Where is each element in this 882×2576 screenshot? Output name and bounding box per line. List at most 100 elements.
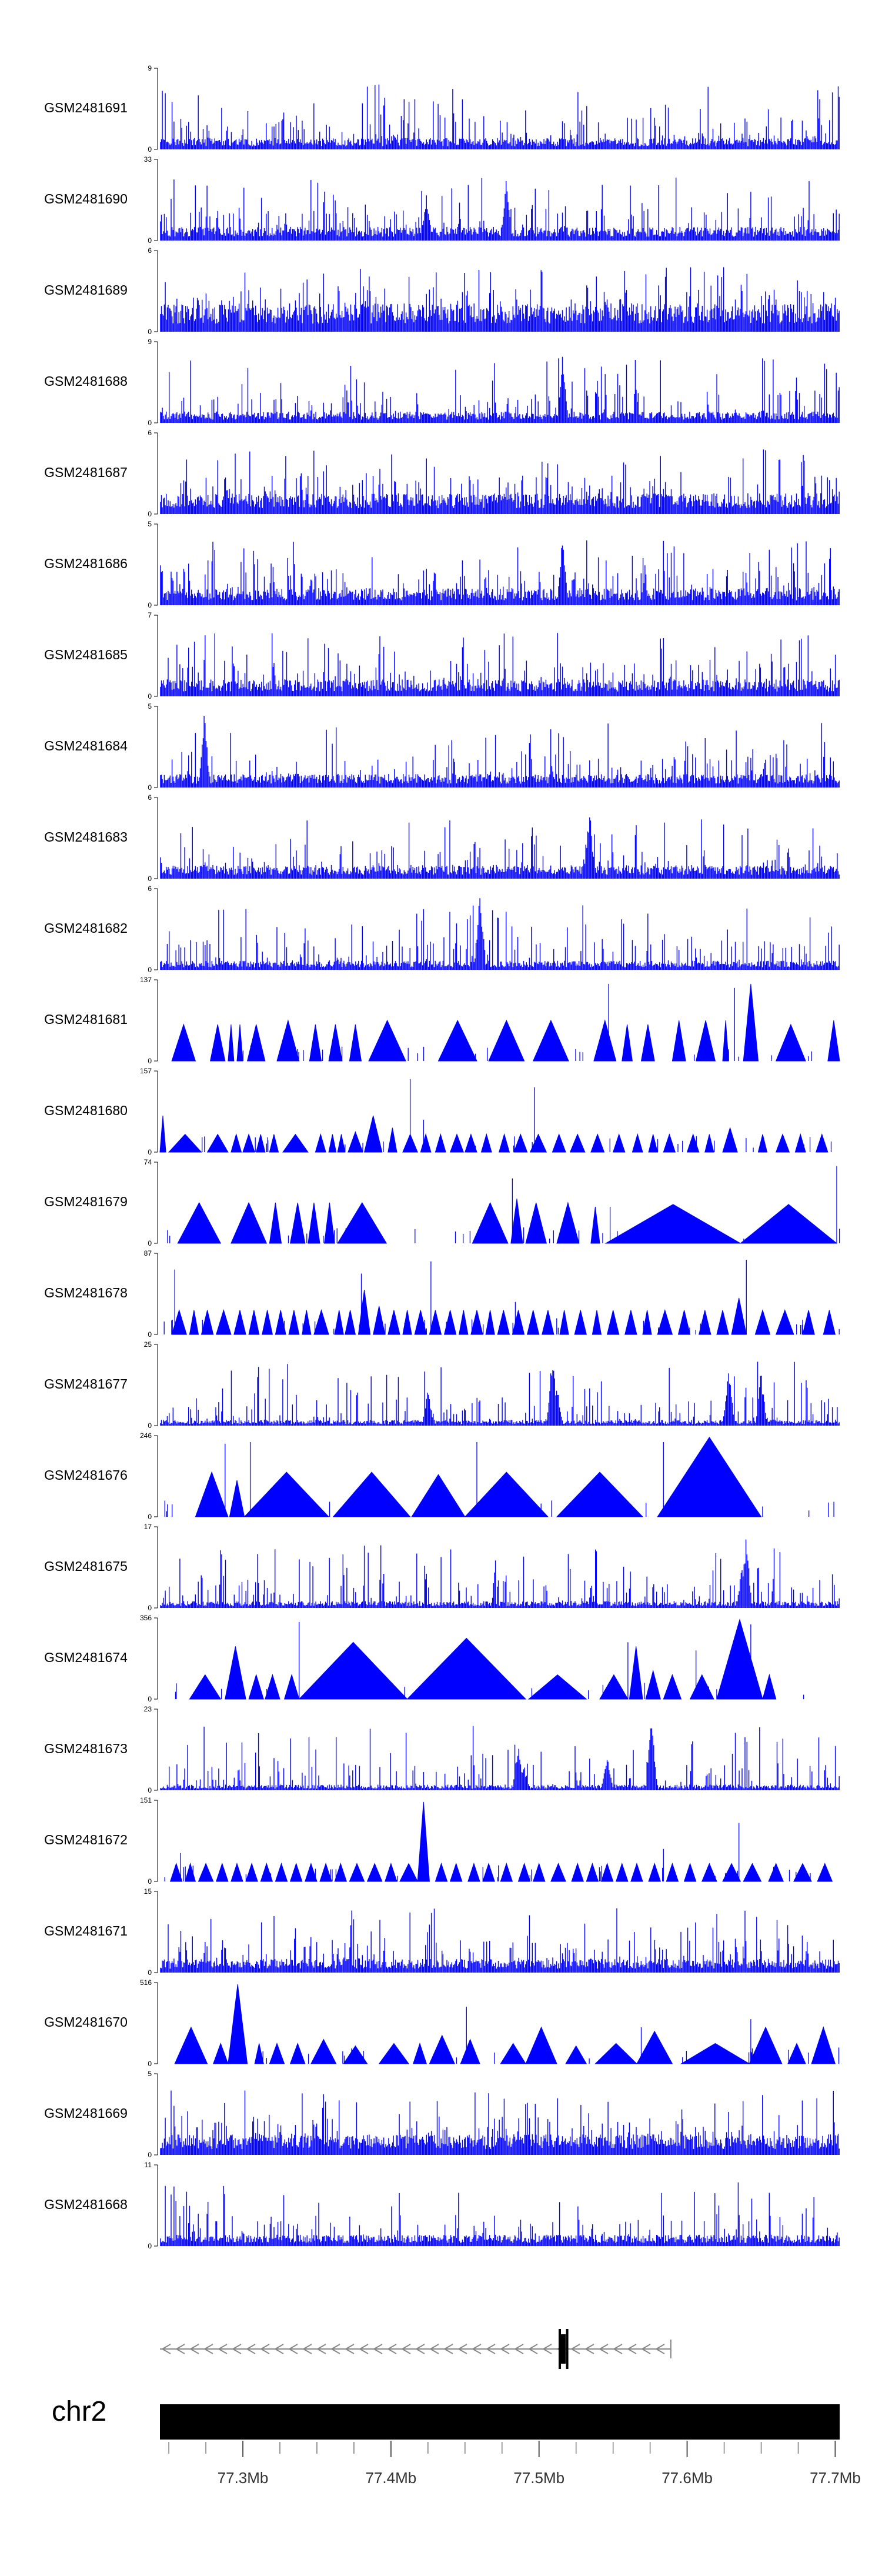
y-max-label: 9 — [148, 64, 152, 72]
coverage-peaks — [189, 1618, 777, 1700]
y-min-label: 0 — [148, 1513, 152, 1521]
coverage-spikes — [167, 1166, 840, 1243]
track-label: GSM2481673 — [44, 1741, 128, 1756]
track-label: GSM2481680 — [44, 1103, 128, 1118]
y-max-label: 9 — [148, 338, 152, 346]
coverage-spikes — [163, 1260, 840, 1334]
track-GSM2481687: GSM2481687 6 0 — [44, 429, 840, 518]
coverage-bars — [160, 898, 840, 970]
track-label: GSM2481689 — [44, 282, 128, 298]
coverage-bars — [160, 449, 840, 514]
y-max-label: 137 — [140, 976, 152, 984]
track-label: GSM2481687 — [44, 465, 128, 480]
track-label: GSM2481668 — [44, 2197, 128, 2212]
coverage-peaks — [177, 1199, 838, 1244]
gene-exon — [559, 2329, 561, 2369]
x-axis-tick-label: 77.6Mb — [662, 2469, 713, 2487]
track-label: GSM2481685 — [44, 647, 128, 662]
gene-exon — [566, 2329, 569, 2369]
track-label: GSM2481683 — [44, 829, 128, 845]
coverage-bars — [160, 178, 840, 241]
coverage-bars — [160, 1362, 840, 1426]
y-max-label: 151 — [140, 1796, 152, 1804]
coverage-spikes — [175, 1621, 804, 1699]
x-axis-tick-label: 77.3Mb — [218, 2469, 269, 2487]
coverage-bars — [160, 1908, 840, 1973]
coverage-bars — [160, 817, 840, 879]
track-label: GSM2481674 — [44, 1650, 128, 1665]
y-max-label: 25 — [144, 1340, 152, 1349]
y-max-label: 17 — [144, 1523, 152, 1531]
coverage-bars — [160, 716, 840, 788]
y-min-label: 0 — [148, 2242, 152, 2250]
coverage-spikes — [175, 983, 812, 1061]
coverage-peaks — [159, 1115, 828, 1153]
y-max-label: 5 — [148, 702, 152, 710]
y-max-label: 11 — [145, 2161, 152, 2169]
track-GSM2481691: GSM2481691 9 0 — [44, 64, 840, 154]
track-GSM2481674: GSM2481674 356 0 — [44, 1614, 804, 1703]
track-label: GSM2481688 — [44, 373, 128, 389]
y-min-label: 0 — [148, 510, 152, 518]
coverage-bars — [160, 267, 840, 332]
track-label: GSM2481678 — [44, 1285, 128, 1300]
coverage-bars — [160, 633, 840, 696]
y-max-label: 74 — [144, 1158, 152, 1166]
track-label: GSM2481682 — [44, 920, 128, 936]
track-label: GSM2481669 — [44, 2105, 128, 2121]
track-GSM2481679: GSM2481679 74 0 — [44, 1158, 840, 1247]
y-max-label: 33 — [144, 155, 152, 163]
track-GSM2481671: GSM2481671 15 0 — [44, 1887, 840, 1977]
y-min-label: 0 — [148, 1422, 152, 1430]
y-max-label: 15 — [144, 1887, 152, 1896]
y-min-label: 0 — [148, 236, 152, 245]
y-max-label: 6 — [148, 885, 152, 893]
track-GSM2481689: GSM2481689 6 0 — [44, 246, 840, 336]
track-label: GSM2481675 — [44, 1559, 128, 1574]
coverage-peaks — [171, 1290, 836, 1335]
track-GSM2481686: GSM2481686 5 0 — [44, 520, 840, 609]
y-min-label: 0 — [148, 1057, 152, 1065]
y-min-label: 0 — [148, 1968, 152, 1977]
track-label: GSM2481691 — [44, 100, 128, 115]
coverage-peaks — [195, 1436, 762, 1517]
y-max-label: 6 — [148, 793, 152, 802]
track-label: GSM2481672 — [44, 1832, 128, 1847]
track-label: GSM2481686 — [44, 556, 128, 571]
y-max-label: 246 — [140, 1432, 152, 1440]
track-GSM2481668: GSM2481668 11 0 — [44, 2161, 840, 2250]
y-max-label: 516 — [140, 1978, 152, 1987]
y-min-label: 0 — [148, 2060, 152, 2068]
y-max-label: 87 — [144, 1249, 152, 1257]
chromosome-band — [160, 2404, 840, 2440]
track-label: GSM2481677 — [44, 1376, 128, 1392]
y-min-label: 0 — [148, 966, 152, 974]
y-min-label: 0 — [148, 1877, 152, 1886]
track-GSM2481670: GSM2481670 516 0 — [44, 1978, 840, 2068]
track-GSM2481677: GSM2481677 25 0 — [44, 1340, 840, 1430]
y-min-label: 0 — [148, 783, 152, 792]
y-max-label: 6 — [148, 246, 152, 255]
y-min-label: 0 — [148, 1330, 152, 1339]
y-max-label: 157 — [140, 1067, 152, 1075]
coverage-bars — [160, 2090, 840, 2155]
y-min-label: 0 — [148, 328, 152, 336]
coverage-spikes — [191, 1079, 832, 1152]
y-min-label: 0 — [148, 1148, 152, 1156]
y-min-label: 0 — [148, 2151, 152, 2159]
coverage-spikes — [180, 2007, 840, 2064]
coverage-peaks — [169, 1801, 833, 1882]
track-label: GSM2481690 — [44, 191, 128, 206]
coverage-bars — [160, 1539, 840, 1608]
x-axis-tick-label: 77.5Mb — [513, 2469, 564, 2487]
y-min-label: 0 — [148, 145, 152, 154]
track-GSM2481680: GSM2481680 157 0 — [44, 1067, 832, 1156]
y-max-label: 356 — [140, 1614, 152, 1622]
gene-track — [160, 2329, 671, 2369]
gene-exon — [560, 2334, 566, 2364]
track-GSM2481688: GSM2481688 9 0 — [44, 338, 840, 427]
track-GSM2481685: GSM2481685 7 0 — [44, 611, 840, 700]
y-min-label: 0 — [148, 1786, 152, 1794]
track-label: GSM2481679 — [44, 1194, 128, 1209]
